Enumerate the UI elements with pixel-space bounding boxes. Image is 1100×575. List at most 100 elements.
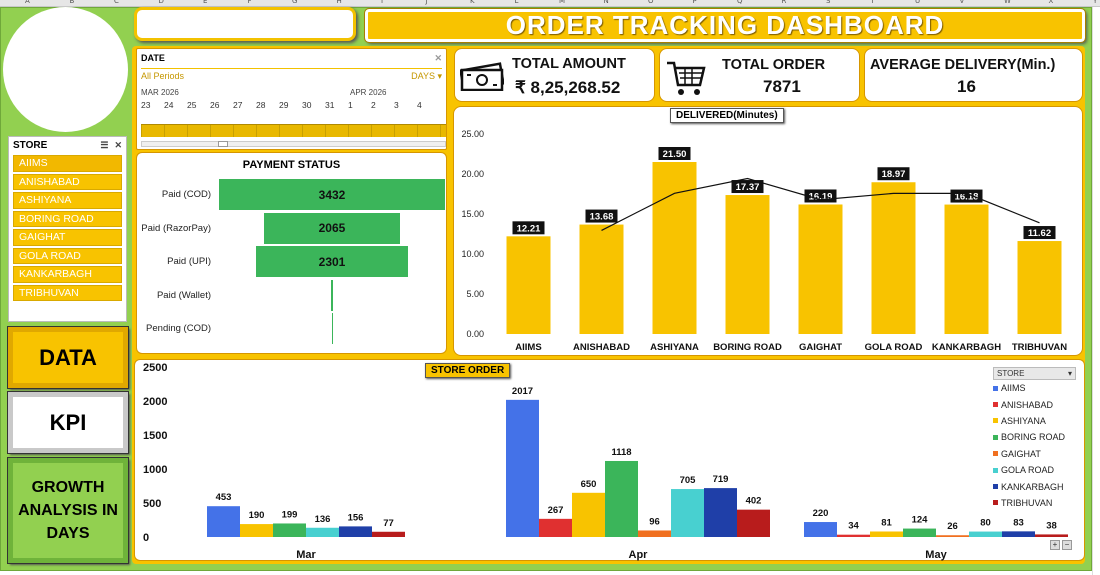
timeline-granularity[interactable]: DAYS ▾: [411, 71, 442, 81]
column-header-letter: D: [158, 0, 164, 5]
total-order-card: TOTAL ORDER 7871: [659, 48, 860, 102]
y-tick-label: 2000: [143, 396, 167, 408]
store-order-chart-svg: 0 500 1000 1500 2000 2500 453 190 199 136 156 77 Mar…: [143, 362, 1068, 561]
legend-swatch: [993, 418, 998, 424]
slicer-item-aiims[interactable]: AIIMS: [13, 155, 122, 172]
total-amount-label: TOTAL AMOUNT: [512, 56, 626, 72]
data-label: 190: [249, 510, 265, 521]
column-header-letter: M: [559, 0, 566, 5]
date-timeline[interactable]: DATE ✕ All Periods DAYS ▾ MAR 2026 APR 2…: [136, 48, 447, 150]
y-tick-label: 500: [143, 498, 161, 510]
payment-category-label: Paid (Wallet): [156, 289, 211, 301]
column-header-letter: F: [247, 0, 252, 5]
data-label: 96: [649, 516, 660, 527]
payment-bar: [331, 313, 333, 344]
x-category-label: GOLA ROAD: [865, 342, 923, 353]
total-amount-value: ₹ 8,25,268.52: [515, 78, 621, 97]
store-order-bar: [372, 531, 405, 537]
column-header-letter: B: [69, 0, 75, 5]
slicer-item-gola-road[interactable]: GOLA ROAD: [13, 247, 122, 264]
data-label: 26: [947, 521, 958, 532]
store-order-chart: 0 500 1000 1500 2000 2500 453 190 199 136 156 77 Mar…: [134, 359, 1085, 561]
chevron-down-icon: ▾: [437, 71, 442, 81]
payment-data-label: 2065: [318, 221, 346, 235]
timeline-title: DATE: [141, 53, 165, 63]
store-order-bar: [936, 535, 969, 537]
column-header-letter: T: [870, 0, 875, 5]
slicer-item-tribhuvan[interactable]: TRIBHUVAN: [13, 284, 122, 301]
data-label: 21.50: [663, 149, 687, 160]
timeline-day: 26: [210, 100, 220, 110]
column-header-letter: N: [603, 0, 609, 5]
slicer-item-kankarbagh[interactable]: KANKARBAGH: [13, 266, 122, 283]
timeline-month: MAR 2026: [141, 88, 179, 97]
slicer-item-anishabad[interactable]: ANISHABAD: [13, 173, 122, 190]
payment-data-label: 2301: [318, 254, 346, 269]
store-order-bar: [539, 518, 572, 537]
growth-analysis-button[interactable]: GROWTH ANALYSIS IN DAYS: [7, 457, 129, 564]
column-header-letter: C: [114, 0, 119, 5]
timeline-day: 2: [371, 100, 376, 110]
data-label: 705: [680, 475, 697, 486]
data-label: 136: [315, 514, 331, 525]
legend-item: ANISHABAD: [993, 396, 1076, 412]
clear-filter-icon[interactable]: ✕: [114, 139, 122, 150]
data-label: 16.19: [809, 191, 833, 202]
expand-button[interactable]: +: [1050, 540, 1060, 550]
column-header-letter: H: [336, 0, 342, 5]
store-order-bar: [240, 524, 273, 537]
total-amount-card: TOTAL AMOUNT ₹ 8,25,268.52: [454, 48, 655, 102]
store-order-bar: [339, 526, 372, 537]
x-category-label: GAIGHAT: [799, 342, 842, 353]
data-label-box: [512, 221, 545, 235]
x-category-label: ASHIYANA: [650, 342, 699, 353]
delivered-bar: [1017, 241, 1062, 334]
trendline: [601, 177, 1040, 231]
timeline-range-bar[interactable]: [141, 124, 446, 137]
store-order-bar: [671, 489, 704, 537]
timeline-scrollbar[interactable]: [141, 141, 446, 147]
legend-label: TRIBHUVAN: [1001, 497, 1053, 508]
y-tick-label: 15.00: [461, 209, 484, 219]
timeline-day: 23: [141, 100, 151, 110]
data-label: 83: [1013, 517, 1024, 528]
multi-select-icon[interactable]: ☰: [100, 139, 109, 150]
collapse-button[interactable]: −: [1062, 540, 1072, 550]
data-button[interactable]: DATA: [7, 326, 129, 389]
legend-item: BORING ROAD: [993, 429, 1076, 445]
legend-item: GOLA ROAD: [993, 462, 1076, 478]
timeline-day: 31: [325, 100, 335, 110]
clear-filter-icon[interactable]: ✕: [434, 53, 442, 63]
column-header-letter: X: [1048, 0, 1054, 5]
store-filter-dropdown[interactable]: STORE ▾: [993, 367, 1076, 380]
legend-swatch: [993, 467, 998, 473]
sheet-column-headers: A B C D E F G H I J K L M N O P Q R S T U V W X Y: [0, 0, 1100, 7]
legend-item: ASHIYANA: [993, 413, 1076, 429]
store-order-bar: [837, 534, 870, 537]
data-label: 16.18: [955, 192, 979, 203]
delivered-minutes-chart: 0.00 5.00 10.00 15.00 20.00 25.00 AIIMS 12.21 AN…: [453, 106, 1083, 356]
delivered-chart-svg: 0.00 5.00 10.00 15.00 20.00 25.00 AIIMS 12.21 AN…: [461, 129, 1067, 353]
data-label: 2017: [512, 386, 533, 397]
kpi-button[interactable]: KPI: [7, 391, 129, 454]
data-label: 156: [348, 512, 364, 523]
store-slicer-title: STORE: [13, 139, 48, 151]
store-order-bar: [737, 509, 770, 537]
slicer-item-gaighat[interactable]: GAIGHAT: [13, 229, 122, 246]
payment-bar: 2065: [264, 212, 400, 244]
legend-label: ASHIYANA: [1001, 415, 1046, 426]
data-label: 34: [848, 521, 859, 532]
legend-label: ANISHABAD: [1001, 399, 1054, 410]
scroll-thumb[interactable]: [218, 141, 228, 147]
store-slicer[interactable]: STORE ☰ ✕ AIIMS ANISHABAD ASHIYANA BORING…: [8, 136, 127, 322]
y-tick-label: 5.00: [466, 289, 484, 299]
slicer-item-boring-road[interactable]: BORING ROAD: [13, 210, 122, 227]
average-delivery-card: AVERAGE DELIVERY(Min.) 16: [864, 48, 1083, 102]
timeline-day: 30: [302, 100, 312, 110]
store-order-bar: [1035, 534, 1068, 537]
column-header-letter: J: [425, 0, 428, 5]
slicer-item-ashiyana[interactable]: ASHIYANA: [13, 192, 122, 209]
store-order-bar: [870, 531, 903, 537]
data-label: 18.97: [882, 169, 906, 180]
timeline-selection: All Periods: [141, 71, 185, 81]
